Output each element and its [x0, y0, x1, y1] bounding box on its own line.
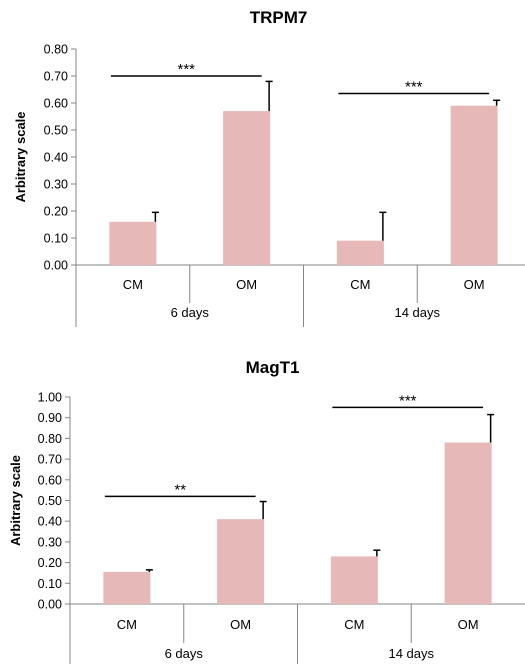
chart2-category-label: OM [230, 617, 251, 632]
chart1-category-label: OM [464, 277, 485, 292]
chart2-title: MagT1 [246, 358, 300, 377]
chart2-group-label: 14 days [388, 646, 434, 661]
chart1-y-tick-label: 0.60 [44, 97, 68, 111]
chart1-y-tick-label: 0.00 [44, 259, 68, 273]
chart2-significance-label: *** [399, 392, 417, 409]
chart1-bar [109, 221, 157, 265]
chart2-y-tick-label: 0.10 [38, 577, 62, 591]
chart1-group-label: 6 days [171, 305, 210, 320]
chart1-bar [450, 105, 498, 265]
chart2-significance-label: ** [174, 481, 186, 498]
chart1-y-tick-label: 0.20 [44, 205, 68, 219]
chart1-significance-label: *** [177, 61, 195, 78]
chart2-bar [330, 556, 378, 604]
chart1-bar [223, 111, 271, 265]
chart2-bar [103, 571, 151, 604]
chart1-bar [336, 240, 384, 265]
chart2-y-axis-label: Arbitrary scale [8, 455, 23, 546]
chart2-category-label: CM [117, 617, 137, 632]
chart2-bar [444, 442, 492, 604]
chart2-group-label: 6 days [165, 646, 204, 661]
chart2-y-tick-label: 0.20 [38, 556, 62, 570]
chart2-y-tick-label: 0.80 [38, 432, 62, 446]
chart2-bar [217, 519, 265, 604]
chart1-category-label: CM [350, 277, 370, 292]
chart2-y-tick-label: 0.50 [38, 494, 62, 508]
chart2-y-tick-label: 0.30 [38, 535, 62, 549]
chart1-y-tick-label: 0.50 [44, 124, 68, 138]
chart2-y-tick-label: 1.00 [38, 391, 62, 405]
chart1-y-tick-label: 0.10 [44, 232, 68, 246]
chart1-y-tick-label: 0.80 [44, 43, 68, 57]
chart2-category-label: CM [344, 617, 364, 632]
chart1-category-label: OM [236, 277, 257, 292]
chart1-y-tick-label: 0.70 [44, 70, 68, 84]
chart1-y-tick-label: 0.40 [44, 151, 68, 165]
chart1-group-label: 14 days [394, 305, 440, 320]
chart2-category-label: OM [458, 617, 479, 632]
chart2-y-tick-label: 0.90 [38, 411, 62, 425]
chart1-significance-label: *** [405, 79, 423, 96]
chart2-y-tick-label: 0.40 [38, 515, 62, 529]
chart2-y-tick-label: 0.60 [38, 473, 62, 487]
chart1-y-axis-label: Arbitrary scale [13, 111, 28, 202]
chart1-title: TRPM7 [250, 8, 308, 27]
chart2-y-tick-label: 0.70 [38, 453, 62, 467]
chart1-category-label: CM [123, 277, 143, 292]
chart2-y-tick-label: 0.00 [38, 598, 62, 612]
chart1-y-tick-label: 0.30 [44, 178, 68, 192]
